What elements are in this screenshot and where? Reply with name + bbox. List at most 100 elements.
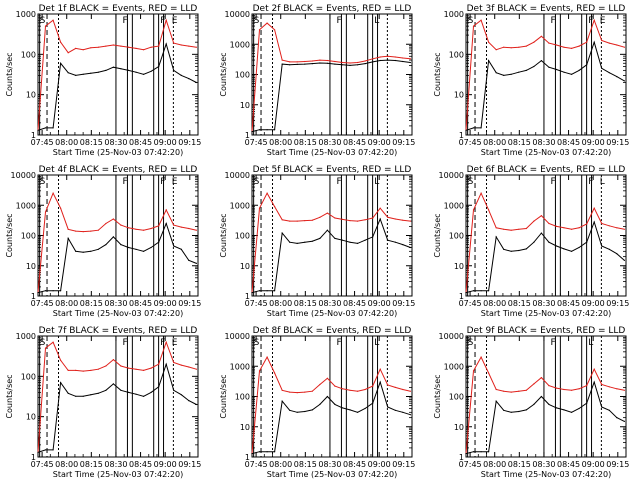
series-point-events [105,69,107,71]
series-point-lld [349,220,351,222]
series-point-lld [143,369,145,371]
series-point-events [495,72,497,74]
series-point-lld [289,391,291,393]
series-point-events [37,451,39,453]
series-point-events [165,363,167,365]
y-tick-label: 1 [245,131,250,140]
series-point-lld [173,224,175,226]
series-point-events [97,248,99,250]
x-tick-label: 09:15 [606,138,629,147]
marker-label: S [468,16,474,26]
series-point-lld [258,370,261,372]
panel-det-1: Det 1f BLACK = Events, RED = LLD 1 10 100 10… [5,4,201,157]
series-point-events [409,414,411,416]
series-point-lld [326,59,328,62]
series-point-events [472,451,475,453]
series-point-lld [44,25,47,27]
series-point-lld [266,356,268,358]
series-point-lld [281,389,283,391]
series-point-events [165,222,167,225]
x-tick-label: 08:30 [104,460,127,469]
x-tick-label: 08:30 [318,299,341,308]
y-tick-label: 1000 [444,201,464,210]
x-tick-label: 08:15 [294,299,317,308]
series-point-lld [75,47,77,50]
x-tick-label: 07:45 [459,460,482,469]
series-point-events [601,406,603,408]
x-tick-label: 09:00 [368,460,391,469]
x-tick-label: 09:00 [368,299,391,308]
series-point-lld [52,19,54,21]
series-line-lld [465,191,625,293]
series-point-events [37,292,39,294]
y-axis-label: Counts/sec [219,374,228,418]
y-axis-label: Counts/sec [5,52,14,96]
series-point-lld [105,45,107,47]
series-point-events [472,127,475,129]
x-tick-label: 08:30 [104,299,127,308]
series-point-events [266,451,268,453]
x-tick-label: 08:45 [343,460,366,469]
series-point-events [341,239,344,241]
series-point-events [289,241,291,243]
series-point-events [540,232,543,234]
series-point-lld [472,25,475,27]
series-point-events [105,244,107,246]
series-point-lld [409,58,411,60]
y-tick-label: 1 [245,292,250,301]
marker-label: F [337,16,342,26]
y-axis-label: Counts/sec [5,213,14,257]
series-point-events [266,129,268,131]
y-axis-label: Counts/sec [433,52,442,96]
series-point-events [60,290,62,292]
series-point-lld [357,390,359,392]
series-point-events [601,245,603,247]
y-tick-label: 10 [454,262,464,271]
marker-label: F [551,16,556,26]
series-point-events [296,63,298,65]
series-point-events [188,400,190,402]
series-point-events [571,250,573,252]
series-point-lld [266,22,268,24]
series-point-lld [608,225,610,227]
plot-frame [37,335,199,458]
marker-label: L [588,338,593,348]
y-tick-label: 1000 [230,362,250,371]
series-point-lld [311,390,313,392]
series-point-lld [52,341,54,343]
series-point-events [158,386,160,388]
marker-label: F [337,338,342,348]
series-point-lld [578,45,580,47]
marker-label: F [160,16,165,26]
x-tick-label: 09:00 [582,299,605,308]
series-point-events [465,129,467,131]
series-point-events [37,129,39,131]
series-point-lld [518,46,520,48]
series-point-lld [503,46,505,48]
series-point-events [349,241,351,243]
series-point-lld [402,388,404,391]
series-point-events [150,391,152,393]
series-point-events [258,290,261,292]
series-point-events [394,241,396,243]
y-tick-label: 100 [449,50,464,59]
series-point-events [593,221,595,223]
series-point-lld [120,224,122,226]
series-point-lld [480,192,482,194]
series-point-lld [281,59,283,61]
series-point-lld [563,388,565,391]
series-point-lld [402,219,404,221]
series-point-events [195,262,197,264]
marker-label: E [600,16,606,26]
y-tick-label: 1000 [16,201,36,210]
series-point-lld [311,219,313,221]
series-point-lld [334,385,336,387]
marker-label: S [468,177,474,187]
x-axis-label: Start Time (25-Nov-03 07:42:20) [267,470,397,479]
y-tick-label: 100 [449,393,464,402]
series-point-lld [518,228,520,230]
x-tick-label: 08:15 [508,460,531,469]
series-point-lld [274,29,276,31]
series-point-lld [372,217,374,219]
series-point-events [266,290,268,292]
